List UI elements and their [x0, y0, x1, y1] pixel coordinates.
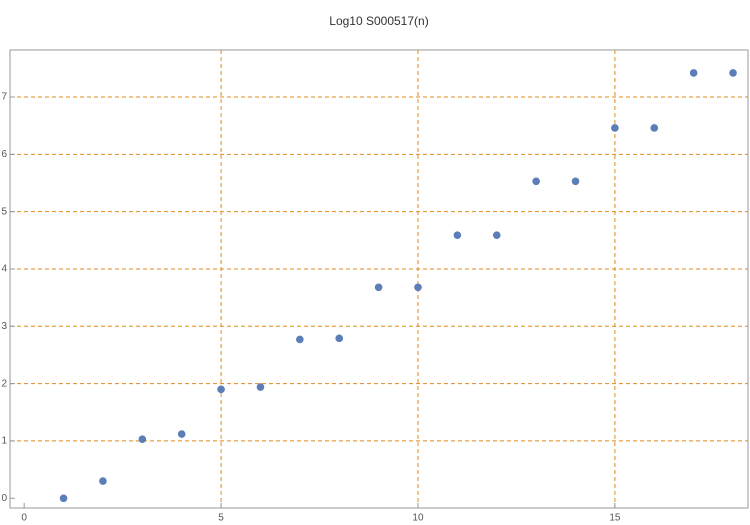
data-point [256, 383, 265, 391]
y-tick-label: 6 [1, 149, 7, 160]
data-point [492, 231, 501, 239]
data-point [99, 477, 107, 485]
x-tick-label: 5 [218, 513, 224, 524]
y-tick-label: 4 [1, 264, 7, 275]
data-point [650, 124, 659, 132]
y-tick-label: 5 [1, 206, 7, 217]
data-point [689, 69, 698, 77]
data-point [453, 231, 462, 239]
y-tick-label: 7 [1, 92, 7, 103]
x-tick-label: 0 [21, 513, 27, 524]
data-point [296, 335, 304, 344]
y-tick-label: 3 [1, 321, 7, 332]
data-point [177, 430, 186, 438]
data-point [138, 435, 147, 444]
chart-title: Log10 S000517(n) [329, 14, 428, 28]
data-point [532, 177, 540, 186]
data-point [335, 334, 344, 343]
data-point [59, 494, 68, 503]
data-point [611, 124, 619, 132]
data-point [571, 177, 580, 186]
data-point [374, 283, 383, 292]
y-tick-label: 0 [1, 493, 7, 504]
plot-frame [9, 49, 749, 509]
data-point [414, 283, 422, 292]
data-point [217, 385, 225, 394]
y-tick-label: 1 [1, 436, 7, 447]
x-tick-label: 10 [412, 513, 424, 524]
data-point [729, 69, 737, 77]
y-tick-label: 2 [1, 378, 7, 389]
x-tick-label: 15 [609, 513, 621, 524]
